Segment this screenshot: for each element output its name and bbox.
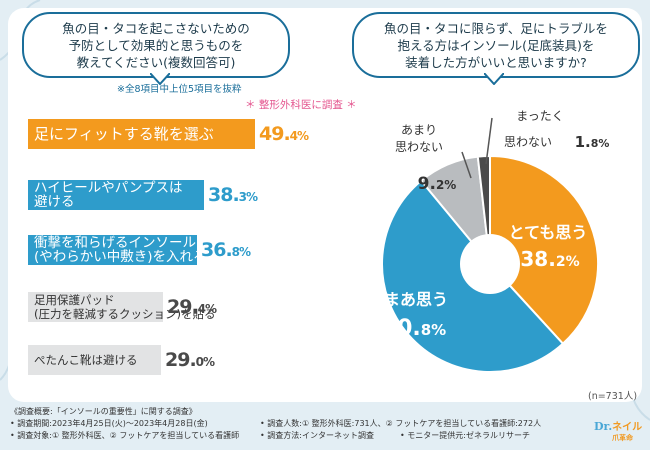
sample-size: (n=731人) — [588, 391, 638, 402]
right-question-text: 魚の目・タコに限らず、足にトラブルを 抱える方はインソール(足底装具)を 装着し… — [384, 20, 608, 70]
left-question-bubble: 魚の目・タコを起こさないための 予防として効果的と思うものを 教えてください(複… — [22, 12, 290, 78]
leader-line-2 — [485, 117, 493, 165]
bar-2: ハイヒールやパンプスは 避ける — [28, 180, 204, 210]
pie-label-4b: 思わない — [504, 135, 552, 149]
survey-label: ＊ 整形外科医に調査 ＊ — [245, 99, 357, 111]
bar-label-4: 足用保護パッド (圧力を軽減するクッション)を貼る — [34, 293, 216, 321]
logo-accent: ネイル — [612, 422, 643, 433]
bar-label-2: ハイヒールやパンプスは 避ける — [34, 180, 183, 210]
pie-value-1: 38.2% — [520, 247, 579, 271]
bar-4: 足用保護パッド (圧力を軽減するクッション)を貼る — [28, 292, 215, 322]
leader-line-1 — [461, 151, 472, 179]
footer-target: • 調査対象:① 整形外科医、② フットケアを担当している看護師 — [10, 431, 240, 440]
bar-value-1: 49.4% — [259, 123, 309, 145]
footer-method: • 調査方法:インターネット調査 — [260, 431, 374, 440]
footer-overview: 《調査概要:「インソールの重要性」に関する調査》 — [10, 407, 197, 416]
pie-label-4a: まったく — [516, 109, 564, 123]
bar-3: 衝撃を和らげるインソール (やわらかい中敷き)を入れる — [28, 235, 207, 265]
bar-value-4: 29.4% — [167, 296, 217, 318]
excerpt-note: ※全8項目中上位5項目を抜粋 — [117, 84, 242, 95]
pie-value-4: 1.8% — [575, 133, 610, 151]
logo-sub: 爪革命 — [612, 433, 633, 442]
bar-label-5: ぺたんこ靴は避ける — [34, 353, 138, 367]
right-question-bubble: 魚の目・タコに限らず、足にトラブルを 抱える方はインソール(足底装具)を 装着し… — [352, 12, 640, 78]
bar-value-3: 36.8% — [201, 239, 251, 261]
pie-slice-1 — [489, 154, 599, 346]
bar-5: ぺたんこ靴は避ける — [28, 345, 161, 375]
bar-label-1: 足にフィットする靴を選ぶ — [34, 125, 214, 143]
bar-value-2: 38.3% — [208, 184, 258, 206]
footer-count: • 調査人数:① 整形外科医:731人、② フットケアを担当している看護師:27… — [260, 419, 542, 428]
brand-logo: Dr.ネイル 爪革命 — [594, 418, 642, 443]
right-bubble-tail — [484, 73, 504, 85]
footer-provider: • モニター提供元:ゼネラルリサーチ — [400, 431, 530, 440]
pie-label-1: とても思う — [509, 223, 588, 242]
left-bubble-tail — [150, 73, 170, 85]
pie-label-2: まあ思う — [384, 290, 448, 309]
bar-value-5: 29.0% — [165, 349, 215, 371]
pie-value-3: 9.2% — [418, 174, 457, 194]
footer-period: • 調査期間:2023年4月25日(火)〜2023年4月28日(金) — [10, 419, 208, 428]
pie-value-2: 50.8% — [382, 316, 446, 341]
survey-footer: 《調査概要:「インソールの重要性」に関する調査》 • 調査期間:2023年4月2… — [8, 405, 642, 447]
left-question-text: 魚の目・タコを起こさないための 予防として効果的と思うものを 教えてください(複… — [62, 20, 250, 70]
logo-main: Dr. — [594, 420, 613, 433]
bar-1: 足にフィットする靴を選ぶ — [28, 119, 255, 149]
pie-center-hole — [460, 234, 520, 294]
pie-label-3a: あまり — [401, 123, 437, 137]
bar-label-3: 衝撃を和らげるインソール (やわらかい中敷き)を入れる — [34, 235, 207, 265]
pie-label-3b: 思わない — [395, 140, 443, 154]
